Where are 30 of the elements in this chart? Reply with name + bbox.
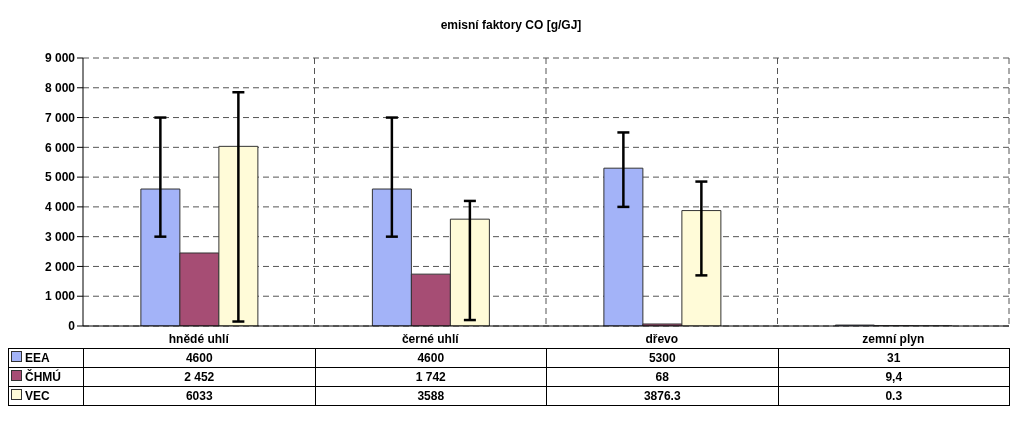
data-label: 6033 xyxy=(83,386,315,406)
data-label: 3876.3 xyxy=(546,386,778,406)
x-tick-label: dřevo xyxy=(645,331,679,346)
data-label: 5300 xyxy=(546,348,778,368)
legend-label: ČHMÚ xyxy=(8,367,84,387)
y-tick-label: 2 000 xyxy=(44,259,76,274)
data-label: 68 xyxy=(546,367,778,387)
data-label: 1 742 xyxy=(315,367,547,387)
x-tick-label: hnědé uhlí xyxy=(168,331,230,346)
y-tick-label: 9 000 xyxy=(44,51,76,66)
y-tick-label: 5 000 xyxy=(44,170,76,185)
y-tick-label: 6 000 xyxy=(44,140,76,155)
y-tick-label: 4 000 xyxy=(44,200,76,215)
x-tick-label: zemní plyn xyxy=(862,331,925,346)
legend-label: EEA xyxy=(8,348,84,368)
y-tick-label: 1 000 xyxy=(44,289,76,304)
y-tick-label: 0 xyxy=(68,319,76,334)
data-label: 4600 xyxy=(315,348,547,368)
data-label: 2 452 xyxy=(83,367,315,387)
data-label: 9,4 xyxy=(778,367,1010,387)
data-label: 3588 xyxy=(315,386,547,406)
data-label: 0.3 xyxy=(778,386,1010,406)
chart-title: emisní faktory CO [g/GJ] xyxy=(439,17,583,34)
x-tick-label: černé uhlí xyxy=(401,331,460,346)
data-label: 4600 xyxy=(83,348,315,368)
legend-label: VEC xyxy=(8,386,84,406)
data-label: 31 xyxy=(778,348,1010,368)
y-tick-label: 7 000 xyxy=(44,110,76,125)
y-tick-label: 8 000 xyxy=(44,81,76,96)
y-tick-label: 3 000 xyxy=(44,229,76,244)
